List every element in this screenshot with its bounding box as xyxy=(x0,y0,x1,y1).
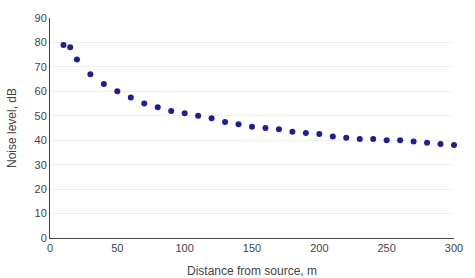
svg-text:100: 100 xyxy=(175,242,193,254)
svg-text:50: 50 xyxy=(35,110,47,122)
svg-text:60: 60 xyxy=(35,85,47,97)
svg-text:80: 80 xyxy=(35,36,47,48)
svg-text:0: 0 xyxy=(47,242,53,254)
svg-text:250: 250 xyxy=(377,242,395,254)
svg-text:90: 90 xyxy=(35,12,47,24)
svg-text:50: 50 xyxy=(111,242,123,254)
svg-text:0: 0 xyxy=(41,232,47,244)
svg-text:20: 20 xyxy=(35,183,47,195)
svg-text:300: 300 xyxy=(445,242,463,254)
svg-text:Noise level, dB: Noise level, dB xyxy=(5,88,19,168)
svg-text:70: 70 xyxy=(35,61,47,73)
svg-text:200: 200 xyxy=(310,242,328,254)
svg-text:Distance from source, m: Distance from source, m xyxy=(187,264,317,278)
svg-text:10: 10 xyxy=(35,207,47,219)
svg-text:40: 40 xyxy=(35,134,47,146)
svg-text:30: 30 xyxy=(35,159,47,171)
svg-text:150: 150 xyxy=(243,242,261,254)
